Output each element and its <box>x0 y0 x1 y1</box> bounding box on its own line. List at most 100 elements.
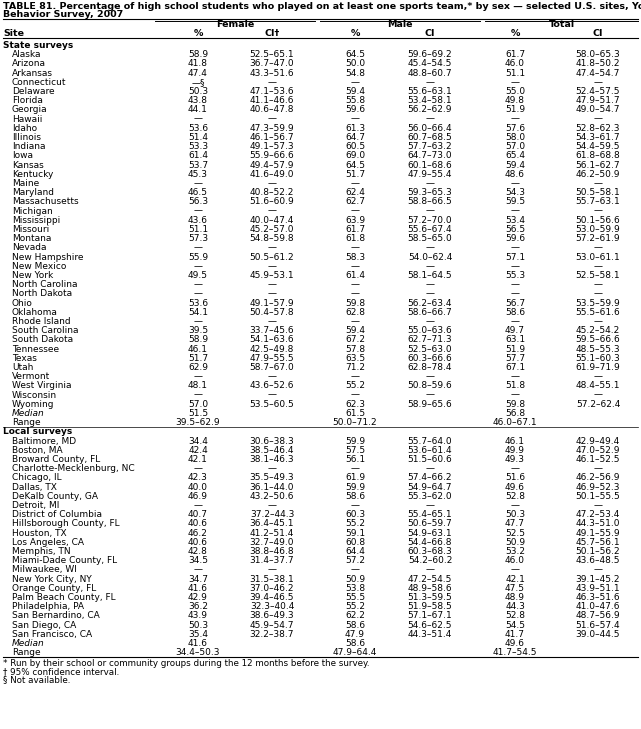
Text: —: — <box>351 262 360 270</box>
Text: 47.9: 47.9 <box>345 630 365 639</box>
Text: 50.9: 50.9 <box>505 538 525 547</box>
Text: —: — <box>351 243 360 252</box>
Text: 62.2: 62.2 <box>345 612 365 620</box>
Text: 40.6: 40.6 <box>188 519 208 529</box>
Text: Arkansas: Arkansas <box>12 69 53 77</box>
Text: 53.0–61.1: 53.0–61.1 <box>576 253 620 262</box>
Text: 53.4: 53.4 <box>505 216 525 225</box>
Text: Massachusetts: Massachusetts <box>12 198 79 206</box>
Text: Los Angeles, CA: Los Angeles, CA <box>12 538 84 547</box>
Text: 32.7–49.0: 32.7–49.0 <box>250 538 294 547</box>
Text: 57.5: 57.5 <box>345 446 365 455</box>
Text: 46.2: 46.2 <box>188 529 208 537</box>
Text: 48.9–58.6: 48.9–58.6 <box>408 584 453 593</box>
Text: 47.9–51.7: 47.9–51.7 <box>576 96 620 105</box>
Text: 50.5–61.2: 50.5–61.2 <box>250 253 294 262</box>
Text: Range: Range <box>12 648 40 658</box>
Text: —: — <box>267 373 276 381</box>
Text: —: — <box>594 464 603 473</box>
Text: 31.4–37.7: 31.4–37.7 <box>250 556 294 565</box>
Text: 55.6–67.4: 55.6–67.4 <box>408 225 453 234</box>
Text: Miami-Dade County, FL: Miami-Dade County, FL <box>12 556 117 565</box>
Text: %: % <box>194 29 203 38</box>
Text: 51.6–57.4: 51.6–57.4 <box>576 620 620 630</box>
Text: —: — <box>351 114 360 124</box>
Text: —: — <box>426 114 435 124</box>
Text: Orange County, FL: Orange County, FL <box>12 584 96 593</box>
Text: —: — <box>510 78 519 87</box>
Text: 53.8: 53.8 <box>345 584 365 593</box>
Text: 64.7: 64.7 <box>345 133 365 142</box>
Text: —: — <box>594 501 603 510</box>
Text: 35.4: 35.4 <box>188 630 208 639</box>
Text: 47.2–53.4: 47.2–53.4 <box>576 510 620 519</box>
Text: Dallas, TX: Dallas, TX <box>12 483 57 491</box>
Text: Broward County, FL: Broward County, FL <box>12 455 100 464</box>
Text: Vermont: Vermont <box>12 373 50 381</box>
Text: 51.6–60.9: 51.6–60.9 <box>249 198 294 206</box>
Text: New Mexico: New Mexico <box>12 262 67 270</box>
Text: 46.1–52.5: 46.1–52.5 <box>576 455 620 464</box>
Text: 34.7: 34.7 <box>188 574 208 584</box>
Text: —: — <box>426 280 435 289</box>
Text: Palm Beach County, FL: Palm Beach County, FL <box>12 593 115 602</box>
Text: 44.1: 44.1 <box>188 106 208 114</box>
Text: 51.1: 51.1 <box>188 225 208 234</box>
Text: —: — <box>194 206 203 216</box>
Text: —: — <box>426 373 435 381</box>
Text: Baltimore, MD: Baltimore, MD <box>12 437 76 445</box>
Text: 62.3: 62.3 <box>345 399 365 409</box>
Text: —: — <box>510 391 519 399</box>
Text: 50.3: 50.3 <box>188 620 208 630</box>
Text: Behavior Survey, 2007: Behavior Survey, 2007 <box>3 10 123 19</box>
Text: 50.9: 50.9 <box>345 574 365 584</box>
Text: CI: CI <box>593 29 603 38</box>
Text: Maryland: Maryland <box>12 188 54 198</box>
Text: 53.6: 53.6 <box>188 299 208 308</box>
Text: 56.7: 56.7 <box>505 299 525 308</box>
Text: New York City, NY: New York City, NY <box>12 574 92 584</box>
Text: —: — <box>351 280 360 289</box>
Text: 52.5: 52.5 <box>505 529 525 537</box>
Text: 56.2–62.9: 56.2–62.9 <box>408 106 453 114</box>
Text: %: % <box>510 29 520 38</box>
Text: 58.6: 58.6 <box>505 308 525 317</box>
Text: 57.8: 57.8 <box>345 345 365 354</box>
Text: 41.0–47.6: 41.0–47.6 <box>576 602 620 611</box>
Text: 49.6: 49.6 <box>505 483 525 491</box>
Text: 52.8–62.3: 52.8–62.3 <box>576 124 620 133</box>
Text: 57.3: 57.3 <box>188 234 208 243</box>
Text: 34.4–50.3: 34.4–50.3 <box>176 648 221 658</box>
Text: —: — <box>267 280 276 289</box>
Text: —: — <box>267 391 276 399</box>
Text: CI†: CI† <box>264 29 279 38</box>
Text: Charlotte-Mecklenburg, NC: Charlotte-Mecklenburg, NC <box>12 464 135 473</box>
Text: Boston, MA: Boston, MA <box>12 446 63 455</box>
Text: 49.0–54.7: 49.0–54.7 <box>576 106 620 114</box>
Text: —: — <box>351 289 360 298</box>
Text: 53.7: 53.7 <box>188 160 208 170</box>
Text: —: — <box>351 179 360 188</box>
Text: 56.1–62.7: 56.1–62.7 <box>576 160 620 170</box>
Text: Utah: Utah <box>12 363 33 372</box>
Text: 47.9–55.4: 47.9–55.4 <box>408 170 453 179</box>
Text: —: — <box>510 501 519 510</box>
Text: 49.3: 49.3 <box>505 455 525 464</box>
Text: 59.1: 59.1 <box>345 529 365 537</box>
Text: 54.4–59.5: 54.4–59.5 <box>576 142 620 151</box>
Text: 53.6–61.4: 53.6–61.4 <box>408 446 453 455</box>
Text: 41.8–50.2: 41.8–50.2 <box>576 59 620 69</box>
Text: Illinois: Illinois <box>12 133 41 142</box>
Text: —: — <box>194 114 203 124</box>
Text: 38.1–46.3: 38.1–46.3 <box>250 455 294 464</box>
Text: 51.9–58.5: 51.9–58.5 <box>408 602 453 611</box>
Text: 53.5–60.5: 53.5–60.5 <box>249 399 294 409</box>
Text: 56.5: 56.5 <box>505 225 525 234</box>
Text: 46.1–56.7: 46.1–56.7 <box>250 133 294 142</box>
Text: 33.7–45.6: 33.7–45.6 <box>250 326 294 335</box>
Text: 42.9: 42.9 <box>188 593 208 602</box>
Text: 58.3: 58.3 <box>345 253 365 262</box>
Text: Range: Range <box>12 418 40 427</box>
Text: —: — <box>194 289 203 298</box>
Text: 47.7: 47.7 <box>505 519 525 529</box>
